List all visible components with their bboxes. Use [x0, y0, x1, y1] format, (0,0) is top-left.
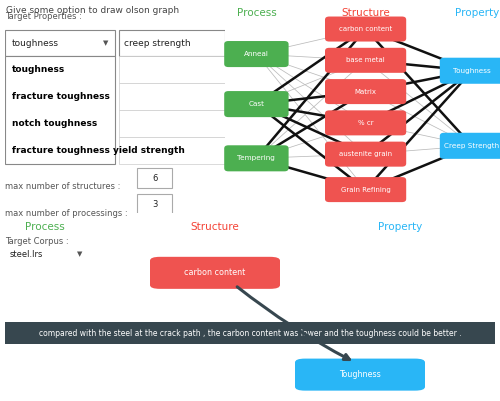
- Text: % cr: % cr: [358, 120, 374, 126]
- FancyBboxPatch shape: [5, 56, 115, 164]
- Text: compared with the steel at the crack path , the carbon content was lower and the: compared with the steel at the crack pat…: [38, 329, 462, 338]
- Text: austenite grain: austenite grain: [339, 151, 392, 157]
- Text: creep strength: creep strength: [124, 38, 190, 48]
- Text: max number of structures :: max number of structures :: [5, 182, 120, 191]
- FancyBboxPatch shape: [5, 30, 115, 56]
- FancyBboxPatch shape: [120, 138, 225, 164]
- Text: 6: 6: [152, 174, 158, 183]
- FancyBboxPatch shape: [224, 91, 288, 117]
- Text: Toughness: Toughness: [339, 370, 381, 379]
- FancyBboxPatch shape: [120, 30, 225, 56]
- Text: Target Corpus :: Target Corpus :: [5, 237, 68, 245]
- FancyBboxPatch shape: [137, 168, 172, 188]
- Text: Process: Process: [236, 8, 277, 18]
- Text: Process: Process: [25, 222, 65, 232]
- Text: 3: 3: [152, 200, 158, 209]
- FancyBboxPatch shape: [325, 142, 406, 167]
- FancyBboxPatch shape: [224, 145, 288, 171]
- Text: Property: Property: [456, 8, 500, 18]
- FancyBboxPatch shape: [325, 48, 406, 73]
- FancyBboxPatch shape: [325, 177, 406, 202]
- Text: fracture toughness yield strength: fracture toughness yield strength: [12, 146, 184, 155]
- Text: ▼: ▼: [103, 40, 108, 46]
- Text: toughness: toughness: [12, 38, 58, 48]
- FancyBboxPatch shape: [325, 16, 406, 42]
- Text: fracture toughness: fracture toughness: [12, 92, 110, 101]
- Text: Property: Property: [378, 222, 422, 232]
- FancyBboxPatch shape: [440, 133, 500, 159]
- Text: max number of processings :: max number of processings :: [5, 209, 128, 217]
- Text: Give some option to draw olson graph: Give some option to draw olson graph: [6, 6, 179, 15]
- Text: Structure: Structure: [190, 222, 240, 232]
- FancyBboxPatch shape: [120, 110, 225, 138]
- Text: Structure: Structure: [341, 8, 390, 18]
- Text: Matrix: Matrix: [354, 89, 376, 95]
- FancyBboxPatch shape: [150, 257, 280, 289]
- Text: Creep Strength: Creep Strength: [444, 143, 500, 149]
- FancyBboxPatch shape: [120, 83, 225, 110]
- Text: steel.lrs: steel.lrs: [10, 250, 43, 259]
- Text: toughness: toughness: [12, 65, 65, 74]
- FancyBboxPatch shape: [5, 322, 495, 344]
- Text: Cast: Cast: [248, 101, 264, 107]
- FancyBboxPatch shape: [295, 358, 425, 391]
- Text: Target Properties :: Target Properties :: [5, 12, 82, 21]
- FancyBboxPatch shape: [224, 41, 288, 67]
- FancyBboxPatch shape: [440, 58, 500, 84]
- FancyBboxPatch shape: [5, 245, 88, 265]
- Text: notch toughness: notch toughness: [12, 119, 97, 128]
- Text: base metal: base metal: [346, 57, 385, 63]
- FancyBboxPatch shape: [137, 194, 172, 215]
- Text: Tempering: Tempering: [238, 155, 276, 161]
- Text: carbon content: carbon content: [184, 268, 246, 277]
- FancyBboxPatch shape: [325, 79, 406, 104]
- Text: ▼: ▼: [76, 252, 82, 257]
- Text: Grain Refining: Grain Refining: [340, 186, 390, 192]
- Text: Toughness: Toughness: [453, 68, 491, 74]
- Text: carbon content: carbon content: [339, 26, 392, 32]
- FancyBboxPatch shape: [325, 110, 406, 136]
- FancyBboxPatch shape: [120, 56, 225, 83]
- Text: Anneal: Anneal: [244, 51, 269, 57]
